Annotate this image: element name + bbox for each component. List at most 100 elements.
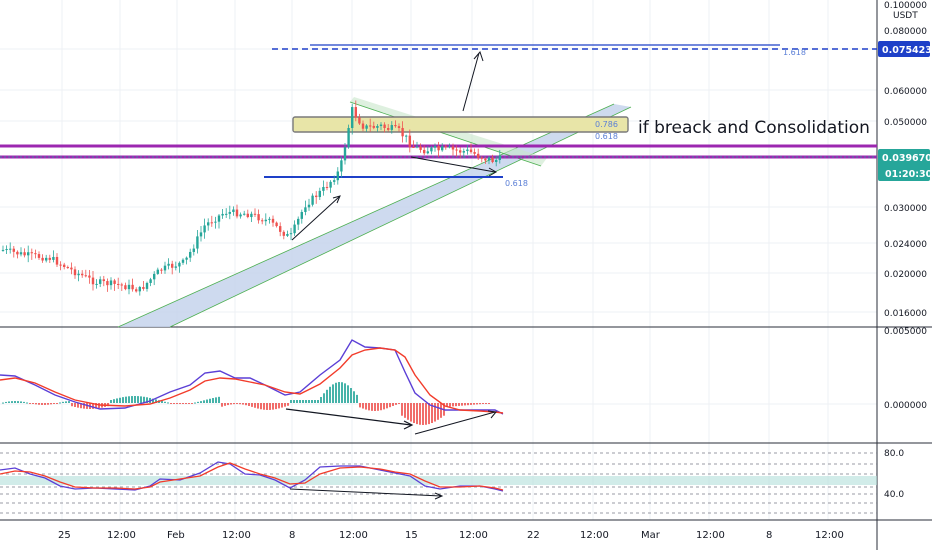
macd-histogram-bar	[320, 397, 322, 403]
macd-histogram-bar	[380, 403, 382, 411]
macd-histogram-bar	[215, 397, 217, 403]
macd-histogram-bar	[56, 403, 58, 404]
macd-histogram-bar	[176, 403, 178, 404]
macd-histogram-bar	[389, 403, 391, 408]
candle-body	[487, 157, 491, 161]
candle-body	[106, 281, 109, 286]
candle-body	[286, 233, 289, 236]
price-label-5: 0.024000	[884, 240, 927, 250]
macd-histogram-bar	[395, 403, 397, 405]
rsi-divergence-arrow[interactable]	[289, 488, 442, 497]
candle-body	[66, 267, 69, 269]
macd-histogram-bar	[452, 403, 454, 407]
macd-histogram-bar	[338, 382, 340, 403]
candle-body	[282, 231, 285, 236]
candle-body	[149, 279, 152, 283]
candle-body	[304, 207, 307, 212]
macd-histogram-bar	[437, 403, 439, 420]
candle-body	[77, 273, 80, 276]
candle-body	[275, 222, 278, 227]
trend-arrow-up[interactable]	[291, 196, 340, 241]
price-axis[interactable]: 0.100000 USDT 0.080000 0.060000 0.050000…	[884, 1, 927, 319]
candle-body	[387, 128, 390, 130]
candle-body	[430, 147, 433, 152]
candle-body	[19, 252, 23, 255]
candle-body	[415, 146, 419, 148]
time-label-12: 8	[766, 530, 772, 541]
time-label-13: 12:00	[815, 530, 844, 541]
macd-histogram-bar	[38, 403, 40, 405]
macd-histogram-bar	[41, 403, 43, 405]
candle-body	[135, 289, 138, 292]
macd-histogram-bar	[77, 403, 79, 408]
candle-body	[451, 146, 455, 150]
candle-body	[217, 215, 221, 222]
macd-histogram-bar	[485, 403, 487, 404]
macd-divergence-arrow[interactable]	[285, 408, 412, 426]
macd-histogram-bar	[224, 403, 226, 406]
candle-body	[333, 180, 336, 182]
macd-histogram-bar	[362, 403, 364, 409]
time-axis[interactable]: 25 12:00 Feb 12:00 8 12:00 15 12:00 22 1…	[58, 530, 844, 541]
macd-histogram-bar	[473, 403, 475, 405]
trend-arrow-down[interactable]	[410, 156, 496, 173]
candle-body	[214, 221, 217, 223]
macd-histogram-bar	[8, 401, 10, 403]
candle-body	[34, 253, 37, 255]
candle-body	[199, 232, 203, 237]
candle-body	[361, 123, 365, 129]
macd-histogram-bar	[32, 403, 34, 404]
macd-histogram-bar	[95, 403, 97, 409]
time-label-0: 25	[58, 530, 71, 541]
candle-body	[325, 186, 329, 188]
candle-body	[311, 195, 314, 205]
fib-618-box-label: 0.618	[595, 132, 618, 141]
macd-histogram-bar	[116, 398, 118, 403]
macd-histogram-bar	[299, 400, 301, 403]
candle-body	[343, 147, 347, 161]
candle-body	[235, 209, 239, 217]
candle-body	[369, 125, 372, 127]
rsi-axis-upper: 80.0	[884, 449, 904, 459]
price-label-4: 0.030000	[884, 204, 927, 214]
resistance-box[interactable]	[292, 116, 629, 133]
macd-histogram-bar	[431, 403, 433, 424]
macd-histogram-bar	[341, 382, 343, 403]
signal-line	[0, 347, 504, 414]
candle-body	[426, 151, 429, 154]
candle-body	[279, 226, 282, 232]
ascending-channel[interactable]	[118, 104, 631, 327]
macd-histogram-bar	[428, 403, 430, 425]
macd-histogram-bar	[155, 399, 157, 403]
target-arrow[interactable]	[462, 52, 480, 112]
target-price-tag	[878, 41, 930, 57]
macd-histogram-bar	[230, 403, 232, 405]
macd-histogram-bar	[458, 403, 460, 406]
candle-body	[261, 220, 264, 222]
candle-body	[185, 257, 188, 260]
candle-body	[84, 275, 87, 277]
consolidation-annotation[interactable]: if breack and Consolidation	[638, 118, 870, 138]
macd-histogram-bar	[323, 393, 325, 403]
macd-histogram-bar	[467, 403, 469, 406]
candle-body	[264, 219, 267, 222]
candle-body	[228, 211, 231, 214]
candle-body	[405, 135, 408, 137]
candle-body	[473, 152, 476, 154]
macd-histogram-bar	[254, 403, 256, 408]
macd-histogram-bar	[245, 403, 247, 406]
candle-body	[1, 249, 5, 251]
macd-histogram-bar	[128, 396, 130, 403]
macd-histogram-bar	[353, 391, 355, 403]
macd-histogram-bar	[164, 401, 166, 403]
macd-histogram-bar	[44, 403, 46, 405]
macd-recovery-arrow[interactable]	[414, 411, 496, 435]
candle-body	[433, 146, 437, 148]
macd-histogram-bar	[278, 403, 280, 409]
macd-histogram-bar	[152, 398, 154, 403]
price-label-top: 0.100000	[884, 1, 927, 11]
candle-body	[27, 252, 30, 256]
macd-histogram-bar	[407, 403, 409, 420]
macd-histogram-bar	[434, 403, 436, 422]
